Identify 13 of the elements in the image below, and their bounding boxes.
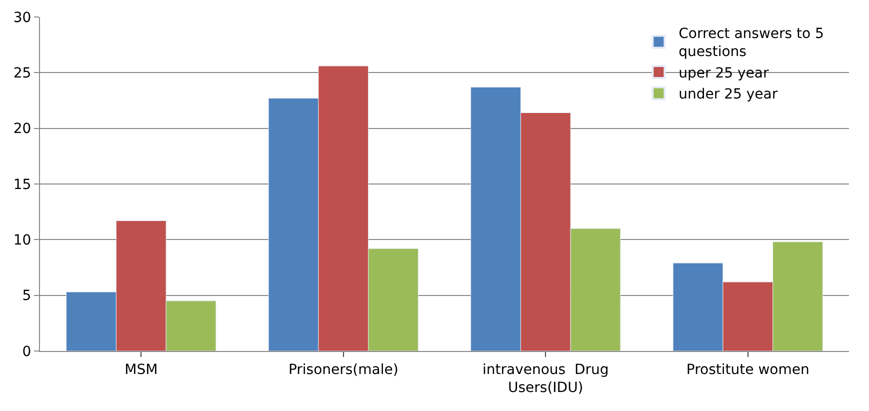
x-tick-label: Prostitute women bbox=[686, 362, 810, 378]
y-tick-label: 20 bbox=[13, 121, 32, 138]
x-tick-label: MSM bbox=[124, 362, 158, 378]
legend-label: uper 25 year bbox=[678, 65, 769, 82]
y-tick-label: 5 bbox=[22, 288, 32, 304]
x-tick-label: Prisoners(male) bbox=[288, 362, 398, 378]
x-tick-label: intravenous Drug Users(IDU) bbox=[482, 362, 609, 396]
y-tick-label: 10 bbox=[13, 232, 32, 249]
y-tick-label: 15 bbox=[13, 176, 32, 193]
legend-label: under 25 year bbox=[678, 86, 778, 103]
y-tick-label: 25 bbox=[13, 66, 32, 82]
y-tick-label: 0 bbox=[22, 344, 32, 360]
y-tick-label: 30 bbox=[13, 10, 32, 26]
